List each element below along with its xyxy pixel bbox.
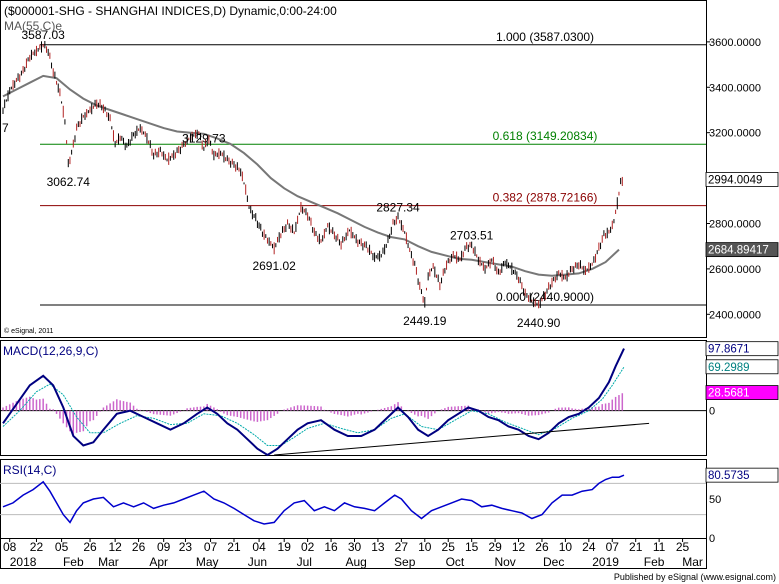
left-edge-text: 7 (2, 121, 9, 135)
rsi-value-label-box (705, 467, 779, 483)
x-day-label: 19 (278, 540, 292, 554)
x-day-label: 22 (30, 540, 44, 554)
x-day-label: 27 (395, 540, 409, 554)
x-day-label: 24 (582, 540, 596, 554)
price-y-tick-label: 3600.0000 (709, 37, 761, 49)
macd-signal-line (2, 366, 625, 446)
x-month-label: Mar (682, 555, 703, 569)
copyright: © eSignal, 2011 (4, 327, 54, 335)
price-annotation: 3129.73 (182, 132, 226, 146)
ma-overlay-label: MA(55,C)e (4, 19, 62, 33)
histogram-value-label-box (705, 385, 779, 400)
x-day-label: 05 (55, 540, 69, 554)
price-annotation: 2440.90 (517, 316, 561, 330)
macd-y-tick-label: 0 (709, 406, 715, 418)
x-month-label: Nov (494, 555, 515, 569)
x-month-label: Jun (248, 555, 267, 569)
price-annotation: 2703.51 (450, 228, 494, 242)
last-price-label-box (705, 172, 779, 187)
x-day-label: 08 (3, 540, 17, 554)
price-annotation: 2827.34 (376, 200, 420, 214)
price-y-tick-label: 3400.0000 (709, 82, 761, 94)
fib-label-1-000: 1.000 (3587.0300) (496, 30, 594, 44)
rsi-y-tick-label: 50 (709, 494, 721, 506)
x-day-label: 25 (676, 540, 690, 554)
x-month-label: Feb (644, 555, 665, 569)
price-annotation: 2691.02 (252, 259, 296, 273)
x-day-label: 26 (535, 540, 549, 554)
price-panel (0, 0, 707, 338)
x-month-label: 2018 (10, 555, 37, 569)
price-annotation: 2449.19 (403, 314, 447, 328)
x-day-label: 09 (157, 540, 171, 554)
price-annotation: 3062.74 (47, 175, 91, 189)
rsi-value-label: 80.5735 (708, 470, 750, 482)
signal-value-label-box (705, 359, 779, 375)
x-month-label: Oct (446, 555, 465, 569)
price-y-tick-label: 2400.0000 (709, 309, 761, 321)
macd-value-label-box (705, 341, 779, 357)
rsi-line (2, 474, 625, 525)
x-month-label: Apr (149, 555, 168, 569)
price-y-tick-label: 2800.0000 (709, 218, 761, 230)
rsi-y-tick-label: 0 (709, 533, 715, 545)
price-y-tick-label: 2600.0000 (709, 264, 761, 276)
chart-title: ($000001-SHG - SHANGHAI INDICES,D) Dynam… (4, 4, 337, 18)
x-month-label: May (196, 555, 219, 569)
time-axis-panel (0, 538, 707, 569)
macd-line (2, 348, 625, 457)
x-day-label: 29 (488, 540, 502, 554)
x-month-label: Feb (63, 555, 84, 569)
x-day-label: 23 (179, 540, 193, 554)
x-day-label: 21 (227, 540, 241, 554)
x-day-label: 12 (512, 540, 526, 554)
rsi-title: RSI(14,C) (3, 463, 56, 477)
x-day-label: 07 (204, 540, 218, 554)
x-day-label: 10 (418, 540, 432, 554)
macd-trendline (274, 422, 650, 456)
x-day-label: 21 (629, 540, 643, 554)
x-day-label: 15 (465, 540, 479, 554)
x-day-label: 07 (606, 540, 620, 554)
ma-value-label: 2684.89417 (708, 245, 769, 257)
x-day-label: 26 (83, 540, 97, 554)
fib-label-0-618: 0.618 (3149.20834) (493, 129, 598, 143)
x-day-label: 25 (442, 540, 456, 554)
x-month-label: Dec (543, 555, 564, 569)
x-day-label: 11 (653, 540, 666, 554)
price-y-tick-label: 3200.0000 (709, 128, 761, 140)
x-day-label: 13 (371, 540, 385, 554)
x-month-label: Jul (297, 555, 312, 569)
x-month-label: 2019 (592, 555, 619, 569)
signal-value-label: 69.2989 (708, 362, 750, 374)
last-price-label: 2994.0049 (708, 174, 762, 186)
x-month-label: Sep (394, 555, 416, 569)
histogram-value-label: 28.5681 (708, 388, 750, 400)
x-day-label: 12 (108, 540, 122, 554)
x-day-label: 10 (559, 540, 573, 554)
x-month-label: Aug (345, 555, 366, 569)
macd-title: MACD(12,26,9,C) (3, 344, 98, 358)
macd-value-label: 97.8671 (708, 344, 750, 356)
fib-label-0-382: 0.382 (2878.72166) (493, 191, 598, 205)
ma55-line (2, 74, 620, 277)
x-day-label: 30 (348, 540, 362, 554)
x-day-label: 16 (324, 540, 338, 554)
x-month-label: Mar (98, 555, 119, 569)
x-day-label: 02 (301, 540, 315, 554)
publisher-credit: Published by eSignal (www.esignal.com) (614, 572, 776, 582)
ma-value-label-box (705, 242, 779, 258)
price-annotation: 3587.03 (21, 28, 65, 42)
x-day-label: 04 (252, 540, 266, 554)
x-day-label: 26 (132, 540, 146, 554)
